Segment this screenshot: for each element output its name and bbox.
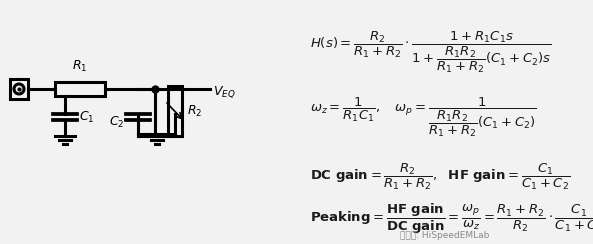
Text: $C_2$: $C_2$	[109, 114, 124, 130]
Text: $\mathbf{Peaking}=\dfrac{\mathbf{HF\ gain}}{\mathbf{DC\ gain}}=\dfrac{\omega_p}{: $\mathbf{Peaking}=\dfrac{\mathbf{HF\ gai…	[310, 202, 593, 236]
Bar	[168, 86, 182, 136]
Bar	[10, 79, 28, 99]
Text: $R_2$: $R_2$	[187, 103, 202, 119]
Text: 微信号: HiSpeedEMLab: 微信号: HiSpeedEMLab	[400, 231, 489, 240]
Text: $V_{EQ}$: $V_{EQ}$	[213, 84, 235, 100]
Text: $\omega_z=\dfrac{1}{R_1C_1},\quad\omega_p=\dfrac{1}{\dfrac{R_1R_2}{R_1+R_2}(C_1+: $\omega_z=\dfrac{1}{R_1C_1},\quad\omega_…	[310, 96, 537, 140]
Text: $R_1$: $R_1$	[72, 59, 88, 74]
Text: $H(s)=\dfrac{R_2}{R_1+R_2}\cdot\dfrac{1+R_1C_1s}{1+\dfrac{R_1R_2}{R_1+R_2}(C_1+C: $H(s)=\dfrac{R_2}{R_1+R_2}\cdot\dfrac{1+…	[310, 29, 551, 75]
Bar	[55, 82, 105, 96]
Text: $\mathbf{DC\ gain}=\dfrac{R_2}{R_1+R_2},\ \ \mathbf{HF\ gain}=\dfrac{C_1}{C_1+C_: $\mathbf{DC\ gain}=\dfrac{R_2}{R_1+R_2},…	[310, 162, 570, 192]
Text: $C_1$: $C_1$	[79, 110, 94, 124]
